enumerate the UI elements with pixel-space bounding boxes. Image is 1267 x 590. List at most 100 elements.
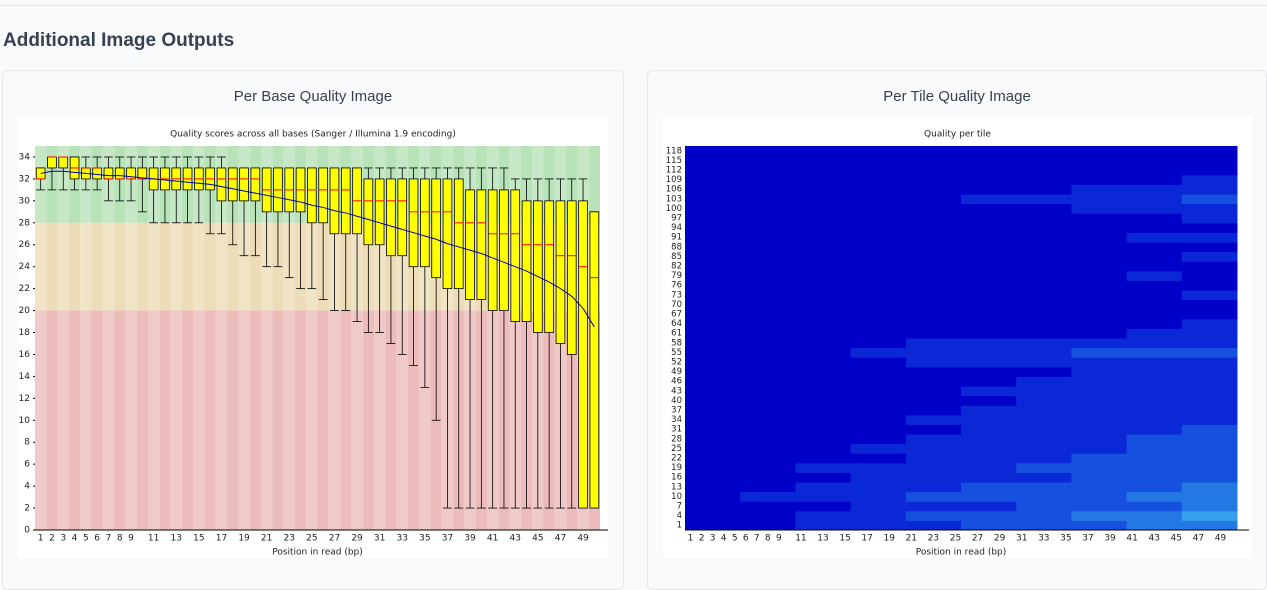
quality-zone — [328, 310, 341, 530]
heatmap-cell — [685, 318, 741, 329]
heatmap-cell — [905, 290, 962, 301]
x-tick-label: 25 — [950, 534, 961, 544]
heatmap-cell — [905, 376, 962, 387]
heatmap-cell — [685, 280, 741, 291]
heatmap-cell — [795, 280, 852, 291]
x-tick-label: 2 — [49, 534, 55, 544]
box — [420, 178, 430, 268]
heatmap-cell — [1181, 203, 1238, 214]
quality-zone — [68, 222, 81, 311]
box — [374, 178, 385, 246]
y-tick-label: 73 — [671, 290, 682, 300]
heatmap-cell — [1071, 222, 1128, 233]
box — [510, 189, 521, 322]
heatmap-cell — [1016, 184, 1072, 195]
x-tick-label: 7 — [106, 534, 112, 544]
x-tick-label: 25 — [306, 534, 317, 544]
heatmap-cell — [1126, 261, 1183, 272]
x-tick-label: 49 — [577, 534, 589, 544]
heatmap-cell — [961, 501, 1017, 512]
heatmap-cell — [1071, 472, 1128, 483]
heatmap-cell — [905, 174, 962, 185]
x-tick-label: 7 — [754, 534, 760, 544]
y-tick-label: 55 — [671, 348, 682, 358]
heatmap-cell — [1016, 501, 1072, 512]
heatmap-cell — [685, 482, 741, 493]
x-axis-label: Position in read (bp) — [272, 548, 363, 558]
heatmap-cell — [1071, 270, 1128, 281]
heatmap-cell — [740, 482, 796, 493]
x-tick-label: 45 — [532, 534, 543, 544]
heatmap-cell — [1016, 213, 1072, 224]
heatmap-cell — [1071, 501, 1128, 512]
heatmap-cell — [1016, 309, 1072, 320]
x-tick-label: 29 — [994, 534, 1006, 544]
y-tick-label: 26 — [19, 240, 31, 250]
heatmap-cell — [961, 194, 1017, 205]
heatmap-cell — [1181, 357, 1238, 368]
box — [442, 178, 453, 290]
heatmap-cell — [685, 290, 741, 301]
quality-zone — [351, 310, 363, 530]
heatmap-cell — [795, 405, 852, 416]
heatmap-cell — [740, 414, 796, 425]
box — [589, 211, 600, 509]
heatmap-cell — [740, 146, 796, 157]
heatmap-cell — [740, 155, 796, 166]
heatmap-cell — [740, 290, 796, 301]
whisker — [137, 156, 147, 213]
heatmap-cell — [1016, 510, 1072, 521]
quality-zone — [46, 222, 58, 311]
heatmap-cell — [961, 299, 1017, 310]
heatmap-cell — [961, 482, 1017, 493]
box — [92, 167, 102, 180]
heatmap-cell — [961, 414, 1017, 425]
y-tick-label: 88 — [671, 242, 682, 252]
heatmap-cell — [1181, 309, 1238, 320]
box — [397, 178, 408, 257]
quality-zone — [46, 310, 58, 530]
heatmap-cell — [740, 242, 796, 253]
heatmap-cell — [961, 232, 1017, 243]
heatmap-cell — [740, 376, 796, 387]
heatmap-cell — [1016, 318, 1072, 329]
heatmap-cell — [740, 453, 796, 464]
y-tick-label: 94 — [671, 223, 682, 233]
y-tick-label: 7 — [677, 502, 682, 512]
quality-zone — [114, 310, 126, 530]
heatmap-cell — [1016, 376, 1072, 387]
y-tick-label: 34 — [19, 152, 31, 162]
heatmap-cell — [1016, 443, 1072, 454]
x-tick-label: 15 — [193, 534, 204, 544]
heatmap-cell — [905, 146, 962, 157]
y-tick-label: 79 — [671, 271, 682, 281]
heatmap-cell — [850, 270, 907, 281]
heatmap-cell — [1071, 482, 1128, 493]
heatmap-cell — [850, 376, 907, 387]
heatmap-cell — [1126, 155, 1183, 166]
x-tick-label: 37 — [1082, 534, 1093, 544]
y-tick-label: 19 — [671, 463, 682, 473]
heatmap-cell — [1126, 443, 1183, 454]
heatmap-cell — [740, 318, 796, 329]
heatmap-cell — [1126, 318, 1183, 329]
heatmap-cell — [1126, 232, 1183, 243]
heatmap-cell — [795, 482, 852, 493]
box — [487, 189, 498, 311]
heatmap-cell — [905, 251, 962, 262]
x-tick-label: 21 — [906, 534, 917, 544]
heatmap-cell — [1181, 366, 1238, 377]
heatmap-cell — [850, 424, 907, 435]
heatmap-cell — [740, 443, 796, 454]
x-tick-label: 23 — [284, 534, 295, 544]
quality-zone — [80, 310, 92, 530]
heatmap-cell — [1126, 386, 1183, 397]
heatmap-cell — [795, 501, 852, 512]
heatmap-cell — [1126, 366, 1183, 377]
heatmap-cell — [1181, 520, 1238, 531]
heatmap-cell — [850, 434, 907, 445]
heatmap-cell — [1126, 280, 1183, 291]
heatmap-cell — [961, 328, 1017, 339]
heatmap-cell — [850, 366, 907, 377]
heatmap-cell — [685, 386, 741, 397]
